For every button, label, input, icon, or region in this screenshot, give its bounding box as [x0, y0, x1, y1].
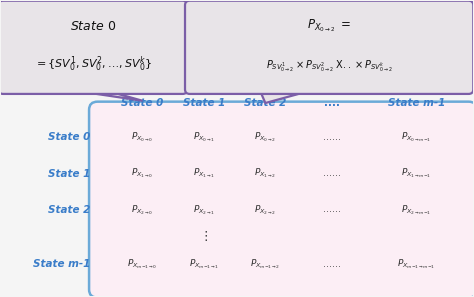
- Text: State 1: State 1: [48, 168, 91, 178]
- Text: $\ldots\ldots$: $\ldots\ldots$: [322, 206, 341, 214]
- Text: $P_{X_{2\rightarrow 2}}$: $P_{X_{2\rightarrow 2}}$: [254, 203, 276, 217]
- Text: $P_{X_{m{-}1\rightarrow 0}}$: $P_{X_{m{-}1\rightarrow 0}}$: [128, 258, 158, 271]
- Text: State 0: State 0: [121, 98, 164, 108]
- Text: ....: ....: [324, 98, 339, 108]
- Text: $P_{X_{2\rightarrow 0}}$: $P_{X_{2\rightarrow 0}}$: [131, 203, 154, 217]
- Text: $P_{X_{1\rightarrow 0}}$: $P_{X_{1\rightarrow 0}}$: [131, 167, 154, 180]
- Text: State 0: State 0: [48, 132, 91, 142]
- Text: $\vdots$: $\vdots$: [200, 229, 209, 243]
- Text: $\ldots\ldots$: $\ldots\ldots$: [322, 260, 341, 269]
- Text: $P_{SV_{0\rightarrow 2}^1}\times P_{SV_{0\rightarrow 2}^2}\ \mathrm{X..}\times P: $P_{SV_{0\rightarrow 2}^1}\times P_{SV_{…: [266, 58, 392, 74]
- Text: $P_{X_{0\rightarrow 2}}$: $P_{X_{0\rightarrow 2}}$: [254, 130, 276, 144]
- Text: $\mathit{State}\ \mathit{0}$: $\mathit{State}\ \mathit{0}$: [70, 20, 116, 33]
- Text: $P_{X_{m{-}1\rightarrow 2}}$: $P_{X_{m{-}1\rightarrow 2}}$: [250, 258, 281, 271]
- Text: $P_{X_{1\rightarrow 2}}$: $P_{X_{1\rightarrow 2}}$: [254, 167, 276, 180]
- Text: State m-1: State m-1: [33, 260, 91, 269]
- Text: $P_{X_{1\rightarrow 1}}$: $P_{X_{1\rightarrow 1}}$: [193, 167, 215, 180]
- Text: $P_{X_{2\rightarrow 1}}$: $P_{X_{2\rightarrow 1}}$: [193, 203, 215, 217]
- Text: $\ldots\ldots$: $\ldots\ldots$: [322, 169, 341, 178]
- Text: State 2: State 2: [48, 205, 91, 215]
- Text: $P_{X_{0\rightarrow m{-}1}}$: $P_{X_{0\rightarrow m{-}1}}$: [401, 130, 432, 144]
- Text: $P_{X_{0\rightarrow 2}}\ =$: $P_{X_{0\rightarrow 2}}\ =$: [307, 17, 351, 34]
- FancyBboxPatch shape: [185, 1, 474, 94]
- Text: $P_{X_{m{-}1\rightarrow 1}}$: $P_{X_{m{-}1\rightarrow 1}}$: [189, 258, 219, 271]
- Text: State 1: State 1: [183, 98, 225, 108]
- Text: $P_{X_{2\rightarrow m{-}1}}$: $P_{X_{2\rightarrow m{-}1}}$: [401, 203, 432, 217]
- Text: State 2: State 2: [244, 98, 287, 108]
- Text: State m-1: State m-1: [388, 98, 445, 108]
- FancyBboxPatch shape: [89, 102, 474, 297]
- Text: $P_{X_{1\rightarrow m{-}1}}$: $P_{X_{1\rightarrow m{-}1}}$: [401, 167, 432, 180]
- Text: $=\{SV_0^1, SV_0^2, \ldots, SV_0^k\}$: $=\{SV_0^1, SV_0^2, \ldots, SV_0^k\}$: [34, 54, 152, 74]
- Text: $P_{X_{0\rightarrow 0}}$: $P_{X_{0\rightarrow 0}}$: [131, 130, 154, 144]
- FancyBboxPatch shape: [0, 1, 187, 94]
- Text: $P_{X_{0\rightarrow 1}}$: $P_{X_{0\rightarrow 1}}$: [193, 130, 215, 144]
- Polygon shape: [66, 89, 143, 101]
- Text: $P_{X_{m{-}1\rightarrow m{-}1}}$: $P_{X_{m{-}1\rightarrow m{-}1}}$: [397, 258, 436, 271]
- Text: $\ldots\ldots$: $\ldots\ldots$: [322, 133, 341, 142]
- Polygon shape: [259, 89, 315, 103]
